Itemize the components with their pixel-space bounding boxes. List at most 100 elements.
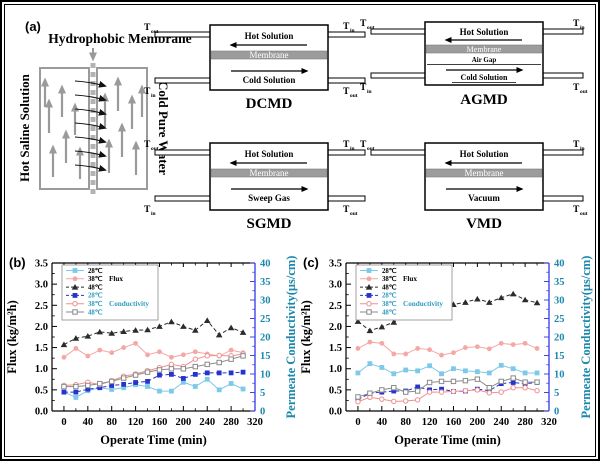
panel-a-diagram: (a) Hydrophobic Membrane Hot Saline Solu… (17, 19, 588, 232)
hot-saline-label: Hot Saline Solution (17, 73, 32, 181)
t-label: T (573, 19, 580, 29)
t-sub: out (350, 211, 358, 217)
y-left-tick-label: 2.0 (35, 322, 48, 333)
chart-panel-b: 0 40 80 120 160 200 240 280 3200.00.51.01.52.02.… (5, 255, 298, 447)
module-sgmd: Hot Solution Membrane Sweep Gas SGMD T o… (144, 140, 366, 232)
y-axis-right: 0 5 10 15 20 25 30 35 40 (544, 259, 565, 418)
t-label: T (144, 140, 151, 150)
hot-saline-box (39, 67, 90, 190)
x-tick-label: 200 (175, 417, 191, 428)
y-left-tick-label: 1.0 (35, 364, 48, 375)
pipe (370, 28, 426, 35)
panel-letter: (c) (303, 255, 319, 270)
series-cond-38-conductivity (355, 384, 540, 405)
x-tick-label: 40 (377, 417, 388, 428)
y-left-tick-label: 3.5 (329, 259, 342, 270)
y-left-tick-label: 3.0 (329, 280, 342, 291)
y-left-tick-label: 3.5 (35, 259, 48, 270)
legend-group-label: Conductivity (403, 300, 443, 308)
membrane-bar (210, 168, 328, 178)
y-left-tick-label: 0.5 (329, 385, 342, 396)
legend-entry-label: 48℃ (382, 308, 397, 316)
pipe (370, 72, 426, 79)
pipe (154, 149, 211, 156)
y-right-tick-label: 30 (554, 296, 565, 307)
module-title: AGMD (460, 92, 508, 108)
legend-entry-label: 48℃ (382, 283, 397, 291)
x-tick-label: 40 (83, 417, 94, 428)
t-sub: in (350, 146, 355, 152)
y-left-tick-label: 1.5 (329, 343, 342, 354)
hot-stream-label: Hot Solution (460, 27, 509, 37)
y-right-tick-label: 20 (260, 333, 271, 344)
module-agmd: Hot Solution Membrane Air Gap Cold Solut… (360, 19, 588, 108)
pipe (154, 31, 211, 38)
pipe (154, 77, 211, 84)
pipe (542, 195, 584, 202)
y-axis-right: 0 5 10 15 20 25 30 35 40 (250, 259, 271, 418)
t-sub: in (151, 211, 156, 217)
membrane-bar (210, 50, 328, 60)
x-tick-label: 160 (152, 417, 168, 428)
x-tick-label: 280 (223, 417, 239, 428)
y-right-tick-label: 0 (554, 407, 559, 418)
x-tick-label: 80 (106, 417, 117, 428)
sweep-gas-label: Sweep Gas (248, 193, 290, 203)
y-right-tick-label: 25 (260, 314, 271, 325)
y-left-tick-label: 3.0 (35, 280, 48, 291)
y-left-tick-label: 0.0 (35, 407, 48, 418)
pipe (327, 31, 366, 38)
legend-group-label: Flux (109, 275, 123, 283)
y-left-axis-title: Flux (kg/m²h) (5, 300, 19, 374)
y-left-axis-title: Flux (kg/m²h) (299, 300, 313, 374)
y-left-tick-label: 0.0 (329, 407, 342, 418)
hot-stream-label: Hot Solution (245, 149, 294, 159)
x-tick-label: 0 (355, 417, 360, 428)
module-title: DCMD (246, 96, 293, 112)
membrane-label: Membrane (250, 168, 289, 178)
y-right-tick-label: 15 (260, 351, 271, 362)
membrane-label: Membrane (467, 45, 502, 54)
cold-water-label: Cold Pure Water (156, 81, 171, 175)
module-vmd: Hot Solution Membrane Vacuum VMD T out T… (360, 140, 588, 232)
hot-stream-label: Hot Solution (245, 31, 294, 41)
t-sub: in (367, 89, 372, 95)
x-axis-title: Operate Time (min) (100, 433, 206, 447)
legend-entry-label: 48℃ (88, 308, 103, 316)
t-sub: out (580, 89, 588, 95)
x-tick-label: 240 (493, 417, 509, 428)
x-tick-label: 280 (517, 417, 533, 428)
hydrophobic-membrane-schematic: Hydrophobic Membrane Hot Saline Solution… (17, 31, 192, 195)
membrane-bar (425, 44, 543, 54)
module-dcmd: Hot Solution Membrane Cold Solution DCMD… (144, 22, 366, 112)
x-tick-label: 80 (400, 417, 411, 428)
module-title: SGMD (247, 216, 292, 232)
t-sub: out (151, 146, 159, 152)
t-label: T (573, 205, 580, 215)
y-left-tick-label: 2.5 (329, 301, 342, 312)
y-right-axis-title: Permeate Conductivity(μs/cm) (284, 256, 298, 419)
y-right-tick-label: 35 (260, 277, 271, 288)
pipe (327, 149, 366, 156)
series-cond-48-conductivity (61, 353, 246, 390)
x-tick-label: 0 (61, 417, 66, 428)
series-cond-28-conductivity (61, 369, 246, 395)
pipe (154, 195, 211, 202)
series-flux-38-flux (355, 339, 540, 358)
series-cond-48-conductivity (355, 375, 540, 400)
x-axis-title: Operate Time (min) (394, 433, 500, 447)
x-axis: 0 40 80 120 160 200 240 280 320 (346, 262, 557, 428)
legend-entry-label: 28℃ (88, 292, 103, 300)
y-right-tick-label: 10 (554, 370, 565, 381)
legend-group-label: Conductivity (109, 300, 149, 308)
y-right-tick-label: 5 (554, 388, 559, 399)
t-label: T (343, 87, 350, 97)
y-left-tick-label: 0.5 (35, 385, 48, 396)
t-label: T (343, 140, 350, 150)
legend-entry-label: 38℃ (382, 275, 397, 283)
legend-entry-label: 38℃ (382, 300, 397, 308)
t-label: T (573, 140, 580, 150)
figure-border-inner: (a) Hydrophobic Membrane Hot Saline Solu… (4, 4, 596, 457)
